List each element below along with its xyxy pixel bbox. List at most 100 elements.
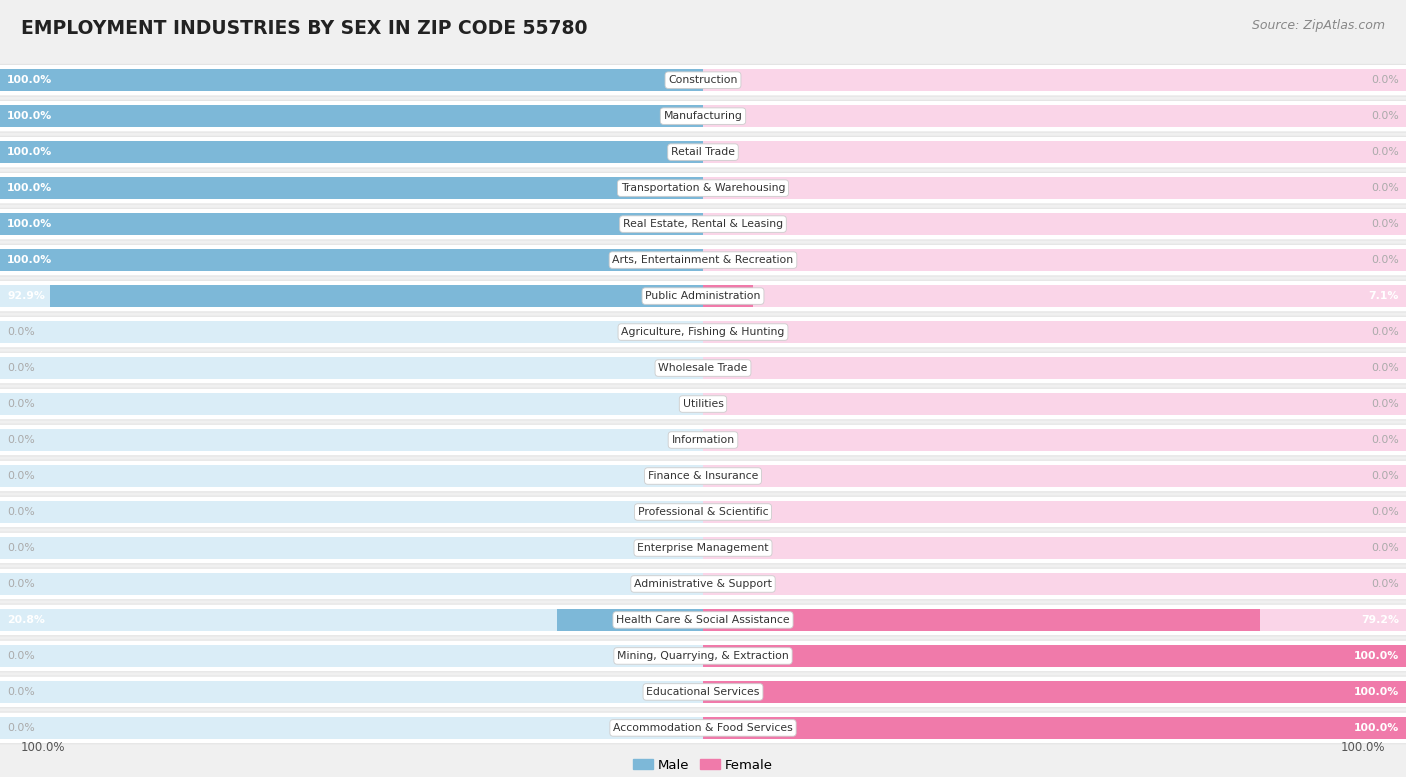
FancyBboxPatch shape — [703, 393, 1406, 415]
Text: 79.2%: 79.2% — [1361, 615, 1399, 625]
Text: 0.0%: 0.0% — [7, 651, 35, 661]
FancyBboxPatch shape — [0, 573, 703, 595]
Text: Professional & Scientific: Professional & Scientific — [638, 507, 768, 517]
Text: Information: Information — [672, 435, 734, 445]
Text: Retail Trade: Retail Trade — [671, 147, 735, 157]
FancyBboxPatch shape — [703, 105, 1406, 127]
Text: 100.0%: 100.0% — [7, 183, 52, 193]
FancyBboxPatch shape — [703, 537, 1406, 559]
Text: 0.0%: 0.0% — [1371, 543, 1399, 553]
FancyBboxPatch shape — [703, 609, 1260, 631]
Text: EMPLOYMENT INDUSTRIES BY SEX IN ZIP CODE 55780: EMPLOYMENT INDUSTRIES BY SEX IN ZIP CODE… — [21, 19, 588, 38]
Text: 100.0%: 100.0% — [1354, 723, 1399, 733]
FancyBboxPatch shape — [0, 105, 703, 127]
FancyBboxPatch shape — [0, 141, 703, 163]
FancyBboxPatch shape — [703, 645, 1406, 667]
Text: 7.1%: 7.1% — [1368, 291, 1399, 301]
Text: Educational Services: Educational Services — [647, 687, 759, 697]
FancyBboxPatch shape — [0, 69, 703, 92]
FancyBboxPatch shape — [0, 177, 703, 199]
FancyBboxPatch shape — [0, 321, 703, 343]
FancyBboxPatch shape — [0, 285, 703, 307]
FancyBboxPatch shape — [703, 501, 1406, 523]
FancyBboxPatch shape — [703, 177, 1406, 199]
Text: 0.0%: 0.0% — [7, 399, 35, 409]
Text: 92.9%: 92.9% — [7, 291, 45, 301]
Text: Administrative & Support: Administrative & Support — [634, 579, 772, 589]
Text: 100.0%: 100.0% — [7, 147, 52, 157]
Text: Utilities: Utilities — [682, 399, 724, 409]
FancyBboxPatch shape — [0, 316, 1406, 348]
FancyBboxPatch shape — [703, 213, 1406, 235]
Text: 0.0%: 0.0% — [1371, 363, 1399, 373]
Text: Source: ZipAtlas.com: Source: ZipAtlas.com — [1251, 19, 1385, 33]
FancyBboxPatch shape — [0, 568, 1406, 600]
Text: 100.0%: 100.0% — [1340, 740, 1385, 754]
FancyBboxPatch shape — [703, 321, 1406, 343]
Text: Mining, Quarrying, & Extraction: Mining, Quarrying, & Extraction — [617, 651, 789, 661]
Text: 0.0%: 0.0% — [1371, 111, 1399, 121]
Text: Public Administration: Public Administration — [645, 291, 761, 301]
FancyBboxPatch shape — [0, 69, 703, 92]
FancyBboxPatch shape — [0, 645, 703, 667]
Text: 0.0%: 0.0% — [1371, 399, 1399, 409]
FancyBboxPatch shape — [0, 357, 703, 379]
Legend: Male, Female: Male, Female — [627, 754, 779, 777]
Text: 0.0%: 0.0% — [1371, 219, 1399, 229]
Text: 100.0%: 100.0% — [7, 255, 52, 265]
FancyBboxPatch shape — [0, 609, 703, 631]
FancyBboxPatch shape — [0, 532, 1406, 564]
FancyBboxPatch shape — [0, 213, 703, 235]
Text: 0.0%: 0.0% — [1371, 471, 1399, 481]
FancyBboxPatch shape — [703, 681, 1406, 703]
Text: Manufacturing: Manufacturing — [664, 111, 742, 121]
FancyBboxPatch shape — [0, 429, 703, 451]
FancyBboxPatch shape — [0, 388, 1406, 420]
FancyBboxPatch shape — [0, 424, 1406, 456]
Text: Construction: Construction — [668, 75, 738, 85]
Text: Transportation & Warehousing: Transportation & Warehousing — [621, 183, 785, 193]
Text: 0.0%: 0.0% — [1371, 327, 1399, 337]
Text: 100.0%: 100.0% — [1354, 651, 1399, 661]
Text: 0.0%: 0.0% — [7, 363, 35, 373]
FancyBboxPatch shape — [0, 352, 1406, 384]
Text: 100.0%: 100.0% — [7, 219, 52, 229]
Text: 20.8%: 20.8% — [7, 615, 45, 625]
FancyBboxPatch shape — [0, 177, 703, 199]
Text: Wholesale Trade: Wholesale Trade — [658, 363, 748, 373]
FancyBboxPatch shape — [0, 497, 1406, 528]
Text: 0.0%: 0.0% — [1371, 75, 1399, 85]
FancyBboxPatch shape — [703, 716, 1406, 739]
FancyBboxPatch shape — [703, 681, 1406, 703]
Text: Agriculture, Fishing & Hunting: Agriculture, Fishing & Hunting — [621, 327, 785, 337]
Text: 0.0%: 0.0% — [7, 471, 35, 481]
FancyBboxPatch shape — [0, 244, 1406, 276]
FancyBboxPatch shape — [0, 100, 1406, 132]
FancyBboxPatch shape — [0, 501, 703, 523]
Text: 100.0%: 100.0% — [1354, 687, 1399, 697]
FancyBboxPatch shape — [703, 249, 1406, 271]
Text: 0.0%: 0.0% — [7, 579, 35, 589]
Text: 0.0%: 0.0% — [7, 543, 35, 553]
Text: Health Care & Social Assistance: Health Care & Social Assistance — [616, 615, 790, 625]
FancyBboxPatch shape — [0, 640, 1406, 672]
Text: Finance & Insurance: Finance & Insurance — [648, 471, 758, 481]
FancyBboxPatch shape — [703, 69, 1406, 92]
FancyBboxPatch shape — [0, 249, 703, 271]
FancyBboxPatch shape — [0, 208, 1406, 240]
FancyBboxPatch shape — [0, 681, 703, 703]
FancyBboxPatch shape — [703, 141, 1406, 163]
FancyBboxPatch shape — [0, 213, 703, 235]
FancyBboxPatch shape — [0, 64, 1406, 96]
Text: 0.0%: 0.0% — [1371, 435, 1399, 445]
FancyBboxPatch shape — [703, 609, 1406, 631]
Text: 0.0%: 0.0% — [7, 687, 35, 697]
FancyBboxPatch shape — [49, 285, 703, 307]
FancyBboxPatch shape — [703, 285, 754, 307]
Text: Real Estate, Rental & Leasing: Real Estate, Rental & Leasing — [623, 219, 783, 229]
FancyBboxPatch shape — [557, 609, 703, 631]
FancyBboxPatch shape — [0, 105, 703, 127]
Text: 0.0%: 0.0% — [1371, 507, 1399, 517]
FancyBboxPatch shape — [0, 712, 1406, 744]
Text: 0.0%: 0.0% — [7, 435, 35, 445]
